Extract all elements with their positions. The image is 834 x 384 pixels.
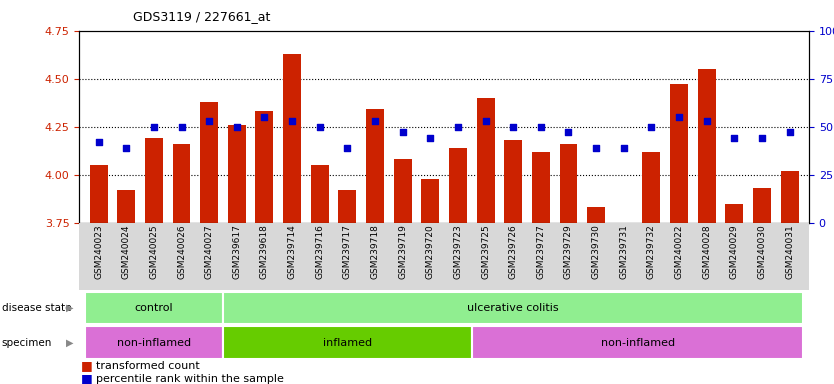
- Text: ▶: ▶: [66, 338, 73, 348]
- Text: ■: ■: [81, 372, 93, 384]
- Point: [175, 124, 188, 130]
- Point: [535, 124, 548, 130]
- Text: GSM240024: GSM240024: [122, 224, 131, 278]
- Bar: [532, 152, 550, 223]
- Point: [313, 124, 326, 130]
- Bar: [587, 207, 605, 223]
- Bar: [476, 98, 495, 223]
- Text: GSM239716: GSM239716: [315, 224, 324, 279]
- Point: [756, 135, 769, 141]
- Text: GSM240026: GSM240026: [177, 224, 186, 279]
- Bar: [228, 125, 246, 223]
- Text: GSM239725: GSM239725: [481, 224, 490, 279]
- Text: GSM240030: GSM240030: [757, 224, 766, 279]
- Point: [562, 129, 575, 136]
- Point: [285, 118, 299, 124]
- Text: non-inflamed: non-inflamed: [600, 338, 675, 348]
- Text: GSM240028: GSM240028: [702, 224, 711, 279]
- Text: non-inflamed: non-inflamed: [117, 338, 191, 348]
- Text: GSM239730: GSM239730: [591, 224, 600, 279]
- Point: [728, 135, 741, 141]
- Text: GSM240027: GSM240027: [204, 224, 214, 279]
- Bar: [670, 84, 688, 223]
- Bar: [421, 179, 440, 223]
- Text: GSM240031: GSM240031: [785, 224, 794, 279]
- Text: percentile rank within the sample: percentile rank within the sample: [96, 374, 284, 384]
- Text: GSM239618: GSM239618: [260, 224, 269, 279]
- Bar: [89, 165, 108, 223]
- Point: [783, 129, 796, 136]
- Text: GSM239617: GSM239617: [233, 224, 241, 279]
- Point: [119, 145, 133, 151]
- Text: disease state: disease state: [2, 303, 71, 313]
- Bar: [200, 102, 219, 223]
- Text: GSM239717: GSM239717: [343, 224, 352, 279]
- Bar: [698, 69, 716, 223]
- Point: [147, 124, 160, 130]
- Point: [369, 118, 382, 124]
- Text: GSM239732: GSM239732: [647, 224, 656, 279]
- Text: GSM239727: GSM239727: [536, 224, 545, 279]
- Text: GSM239729: GSM239729: [564, 224, 573, 279]
- Text: specimen: specimen: [2, 338, 52, 348]
- Bar: [118, 190, 135, 223]
- Point: [645, 124, 658, 130]
- Bar: [173, 144, 190, 223]
- Text: GSM240029: GSM240029: [730, 224, 739, 279]
- Point: [506, 124, 520, 130]
- Text: GDS3119 / 227661_at: GDS3119 / 227661_at: [133, 10, 271, 23]
- Text: transformed count: transformed count: [96, 361, 199, 371]
- Text: GSM240025: GSM240025: [149, 224, 158, 279]
- Point: [451, 124, 465, 130]
- Bar: [366, 109, 384, 223]
- Bar: [145, 138, 163, 223]
- Text: GSM239723: GSM239723: [454, 224, 462, 279]
- Bar: [642, 152, 661, 223]
- Bar: [394, 159, 412, 223]
- Bar: [726, 204, 743, 223]
- Point: [258, 114, 271, 120]
- Bar: [449, 148, 467, 223]
- Point: [617, 145, 631, 151]
- Bar: [283, 54, 301, 223]
- Text: ulcerative colitis: ulcerative colitis: [467, 303, 559, 313]
- Text: ▶: ▶: [66, 303, 73, 313]
- FancyBboxPatch shape: [472, 326, 803, 359]
- Text: ■: ■: [81, 359, 93, 372]
- Bar: [311, 165, 329, 223]
- Text: GSM240022: GSM240022: [675, 224, 684, 278]
- Point: [424, 135, 437, 141]
- Text: GSM239720: GSM239720: [426, 224, 435, 279]
- Point: [396, 129, 409, 136]
- Bar: [255, 111, 274, 223]
- Point: [340, 145, 354, 151]
- Text: inflamed: inflamed: [323, 338, 372, 348]
- Text: GSM239731: GSM239731: [620, 224, 628, 279]
- Point: [590, 145, 603, 151]
- FancyBboxPatch shape: [85, 292, 223, 324]
- Text: GSM240023: GSM240023: [94, 224, 103, 279]
- Bar: [753, 188, 771, 223]
- Text: GSM239726: GSM239726: [509, 224, 518, 279]
- Point: [230, 124, 244, 130]
- Text: control: control: [134, 303, 173, 313]
- Point: [203, 118, 216, 124]
- Bar: [560, 144, 577, 223]
- Point: [479, 118, 492, 124]
- FancyBboxPatch shape: [223, 292, 803, 324]
- Bar: [781, 171, 799, 223]
- Point: [92, 139, 105, 145]
- FancyBboxPatch shape: [85, 326, 223, 359]
- Bar: [505, 140, 522, 223]
- Point: [700, 118, 713, 124]
- FancyBboxPatch shape: [79, 223, 809, 290]
- Text: GSM239718: GSM239718: [370, 224, 379, 279]
- Bar: [339, 190, 356, 223]
- Text: GSM239714: GSM239714: [288, 224, 297, 279]
- Point: [672, 114, 686, 120]
- FancyBboxPatch shape: [223, 326, 472, 359]
- Text: GSM239719: GSM239719: [398, 224, 407, 279]
